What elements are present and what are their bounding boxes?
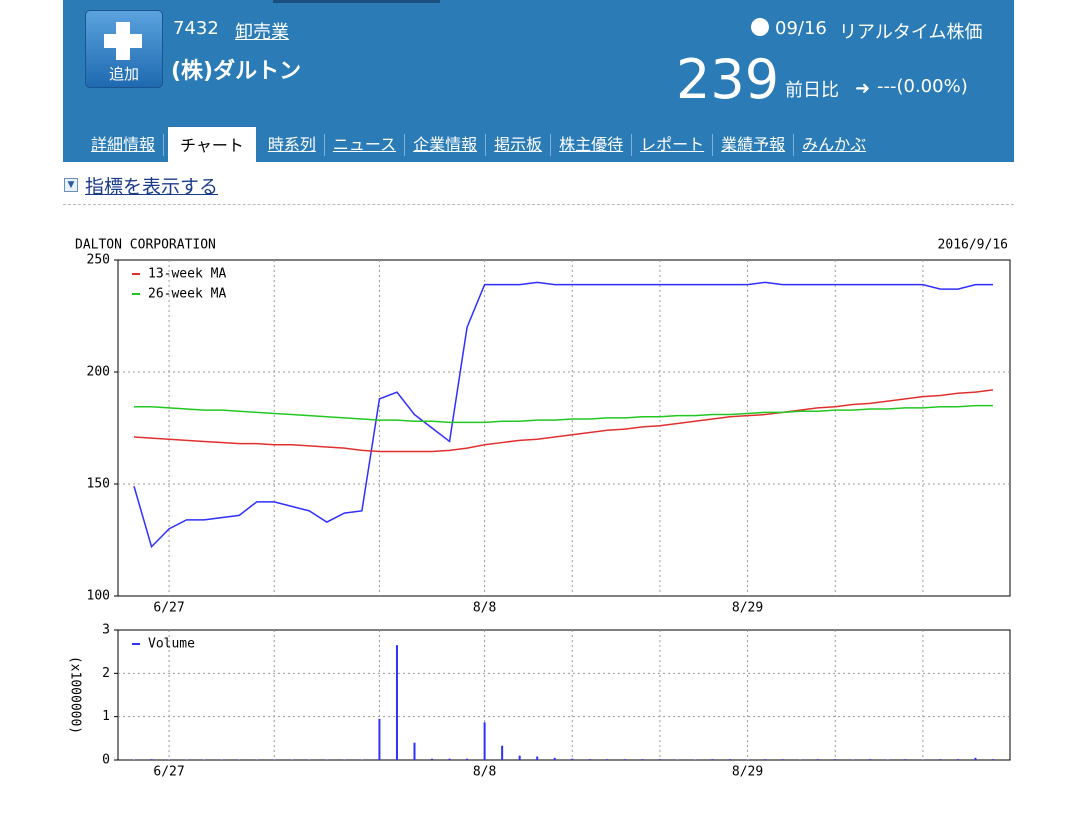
tab[interactable]: みんかぶ	[802, 134, 867, 154]
volume-bar	[501, 745, 504, 760]
volume-bar	[431, 758, 434, 760]
y-tick-label: 100	[87, 589, 110, 604]
volume-bar	[711, 759, 714, 760]
y-axis-label: (x1000000)	[68, 656, 83, 734]
x-tick-label: 6/27	[153, 765, 184, 780]
volume-bar	[956, 759, 959, 760]
volume-bar	[904, 759, 907, 760]
add-label: 追加	[108, 65, 139, 83]
company-name: (株)ダルトン	[171, 59, 302, 84]
plot-area	[117, 259, 1011, 597]
stock-code: 7432	[173, 18, 219, 39]
volume-bar	[571, 758, 574, 760]
volume-bar	[395, 645, 398, 760]
legend-label: Volume	[148, 637, 195, 652]
tab[interactable]: ニュース	[325, 133, 406, 156]
legend-label: 26-week MA	[148, 287, 226, 302]
change-label: 前日比	[785, 80, 839, 101]
stock-header: 追加 7432 卸売業 (株)ダルトン 09/16 リアルタイム株価 239 前…	[63, 0, 1014, 162]
y-tick-label: 1	[102, 709, 110, 724]
volume-bar	[448, 758, 451, 760]
volume-bar	[588, 759, 591, 760]
price: 239	[676, 48, 780, 111]
tab[interactable]: レポート	[632, 133, 714, 156]
volume-bar	[623, 759, 626, 760]
chart-date: 2016/9/16	[938, 238, 1008, 253]
series-line	[133, 281, 993, 549]
clock-icon	[751, 18, 769, 36]
y-tick-label: 2	[102, 666, 110, 681]
volume-bar	[518, 755, 521, 760]
plus-icon	[104, 34, 142, 48]
y-tick-label: 150	[87, 477, 110, 492]
indicator-toggle[interactable]: 指標を表示する	[85, 176, 219, 198]
plot-area	[117, 629, 1011, 761]
sector[interactable]: 卸売業	[235, 22, 289, 43]
tab[interactable]: 業績予報	[713, 133, 795, 156]
volume-bar	[974, 757, 977, 760]
volume-bar	[536, 756, 539, 760]
volume-bar	[641, 759, 644, 760]
tab[interactable]: 掲示板	[486, 133, 552, 156]
series-line	[133, 389, 994, 453]
y-tick-label: 3	[102, 623, 110, 638]
volume-bar	[658, 759, 661, 760]
volume-bar	[483, 722, 486, 760]
x-tick-label: 8/8	[473, 601, 496, 616]
series-line	[134, 404, 993, 424]
volume-bar	[606, 759, 609, 760]
divider	[63, 204, 1014, 205]
volume-bar	[869, 759, 872, 760]
volume-bar	[466, 758, 469, 760]
add-button[interactable]: 追加	[85, 10, 163, 88]
volume-bar	[150, 759, 153, 760]
tab-active[interactable]: チャート	[168, 127, 256, 162]
tab[interactable]: 株主優待	[551, 133, 633, 156]
strip	[273, 0, 440, 3]
change: ---(0.00%)	[877, 76, 968, 97]
tab[interactable]: 時系列	[260, 133, 325, 156]
y-tick-label: 200	[87, 365, 110, 380]
x-tick-label: 6/27	[153, 601, 184, 616]
volume-bar	[378, 718, 381, 760]
volume-bar	[992, 759, 994, 760]
y-tick-label: 250	[87, 253, 110, 268]
volume-bar	[553, 757, 556, 760]
volume-bar	[729, 759, 732, 760]
volume-bar	[781, 759, 784, 760]
tab-bar: 詳細情報 チャート 時系列 ニュース 企業情報 掲示板 株主優待 レポート 業績…	[83, 127, 874, 162]
x-tick-label: 8/29	[732, 765, 763, 780]
legend-label: 13-week MA	[148, 267, 226, 282]
volume-bar	[816, 759, 819, 760]
volume-bar	[764, 759, 767, 760]
y-tick-label: 0	[102, 753, 110, 768]
volume-bar	[834, 759, 837, 760]
date: 09/16	[775, 18, 827, 39]
price-type: リアルタイム株価	[839, 22, 983, 43]
chart-title: DALTON CORPORATION	[75, 238, 216, 253]
toggle-icon[interactable]: ▼	[64, 178, 78, 192]
arrow-icon: ➜	[855, 78, 871, 99]
volume-bar	[413, 742, 416, 760]
x-tick-label: 8/8	[473, 765, 496, 780]
x-tick-label: 8/29	[732, 601, 763, 616]
tab[interactable]: 企業情報	[405, 133, 487, 156]
volume-bar	[939, 759, 942, 760]
tab[interactable]: 詳細情報	[83, 133, 165, 156]
